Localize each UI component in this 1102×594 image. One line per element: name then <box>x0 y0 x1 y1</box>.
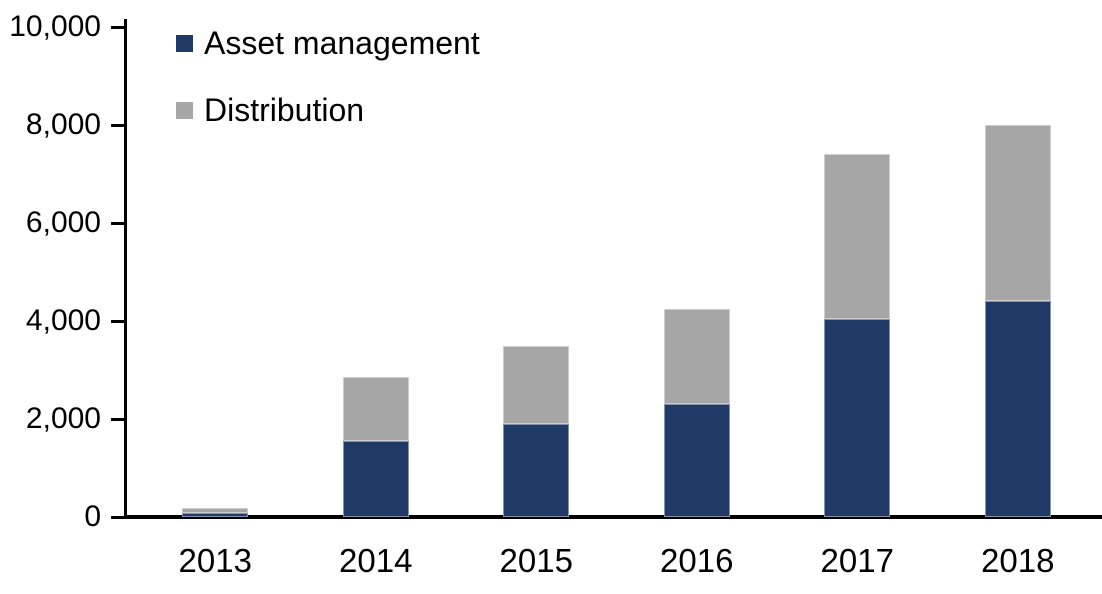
y-tick-label: 4,000 <box>25 304 101 337</box>
bar-segment-distribution-2013 <box>182 508 249 514</box>
bar-group-2013 <box>135 26 296 517</box>
legend-swatch-asset-management-icon <box>176 34 193 52</box>
y-tick-label: 8,000 <box>25 108 101 141</box>
bar-segment-asset-management-2018 <box>984 301 1051 517</box>
legend-label-asset-management: Asset management <box>204 24 480 61</box>
bar-segment-distribution-2014 <box>342 377 409 442</box>
bar-segment-asset-management-2013 <box>182 513 249 517</box>
plot-area <box>135 26 1098 517</box>
bar-group-2016 <box>617 26 778 517</box>
y-tick-mark <box>111 319 124 323</box>
bar-group-2014 <box>296 26 457 517</box>
legend-label-distribution: Distribution <box>204 91 365 128</box>
bar-segment-asset-management-2016 <box>663 404 730 517</box>
legend: Asset management Distribution <box>176 24 480 158</box>
y-tick-mark <box>111 221 124 225</box>
y-axis-line <box>124 19 127 519</box>
y-tick-label: 0 <box>84 500 101 533</box>
y-tick-label: 10,000 <box>9 10 101 43</box>
y-tick-label: 6,000 <box>25 206 101 239</box>
legend-swatch-distribution-icon <box>176 101 193 119</box>
x-axis-line <box>124 515 1102 519</box>
y-tick-mark <box>111 515 124 519</box>
y-tick-mark <box>111 25 124 29</box>
bar-segment-distribution-2015 <box>503 345 570 424</box>
bar-segment-asset-management-2014 <box>342 441 409 517</box>
bar-segment-asset-management-2017 <box>824 318 891 517</box>
bar-segment-distribution-2016 <box>663 308 730 405</box>
legend-item-distribution: Distribution <box>176 91 480 129</box>
bar-group-2017 <box>777 26 938 517</box>
x-tick-label-2016: 2016 <box>660 542 734 579</box>
bar-group-2015 <box>456 26 617 517</box>
legend-item-asset-management: Asset management <box>176 24 480 62</box>
y-tick-mark <box>111 417 124 421</box>
y-tick-label: 2,000 <box>25 402 101 435</box>
bar-segment-distribution-2018 <box>984 125 1051 302</box>
x-tick-label-2014: 2014 <box>339 542 413 579</box>
bar-group-2018 <box>938 26 1099 517</box>
y-tick-mark <box>111 123 124 127</box>
x-tick-label-2017: 2017 <box>820 542 894 579</box>
x-tick-label-2018: 2018 <box>981 542 1055 579</box>
x-tick-label-2015: 2015 <box>499 542 573 579</box>
bar-segment-asset-management-2015 <box>503 423 570 517</box>
bar-segment-distribution-2017 <box>824 154 891 319</box>
x-tick-label-2013: 2013 <box>178 542 252 579</box>
x-axis: 2013 2014 2015 2016 2017 2018 <box>135 541 1098 581</box>
